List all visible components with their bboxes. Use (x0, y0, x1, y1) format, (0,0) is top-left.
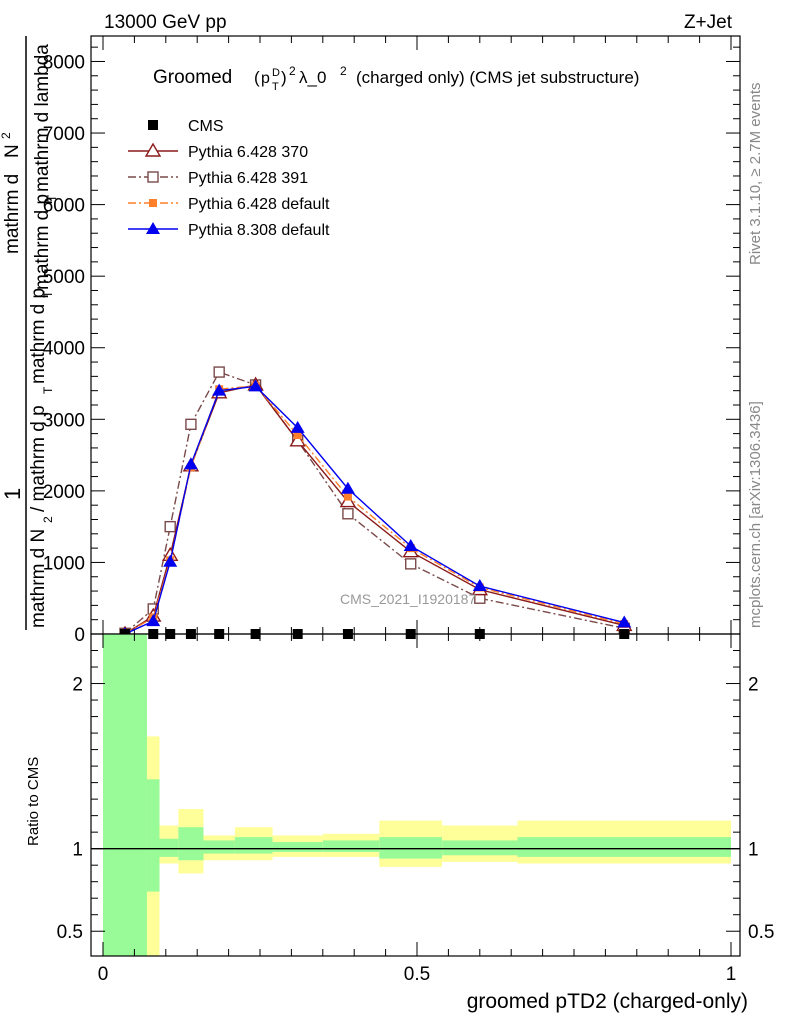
ytick-label: 7000 (43, 124, 85, 145)
ratio-ytick-label: 1 (72, 840, 83, 861)
point-p6def (293, 431, 302, 440)
legend-marker (149, 199, 157, 207)
ylabel-den-c: / mathrm d p (28, 405, 49, 512)
point-p8def (183, 457, 198, 470)
point-p370 (339, 493, 357, 508)
ratio-ytick-label-right: 1 (748, 840, 759, 861)
mcplots-label: mcplots.cern.ch [arXiv:1306.3436] (747, 401, 764, 628)
legend-marker (144, 142, 162, 157)
legend-marker (147, 171, 159, 183)
ytick-label: 5000 (43, 267, 85, 288)
ratio-frame (90, 633, 741, 957)
plot-title: Groomed ( p D T ) 2 λ_0 2 (charged only)… (153, 64, 639, 93)
point-p8def (617, 615, 632, 628)
band-inner-0 (103, 634, 147, 956)
title-paren-open: ( (254, 68, 260, 87)
point-p8def (472, 579, 487, 592)
ylabel-num-f: mathrm d lambda (32, 44, 53, 192)
ratio-panel: 0 0.5 1 0.5 0.5 1 1 2 2 (57, 633, 774, 985)
title-part-f: λ_0 (299, 68, 326, 87)
ytick-label: 3000 (43, 410, 85, 431)
ytick-label: 0 (74, 625, 85, 646)
point-p6def (343, 492, 352, 501)
point-p8def (212, 383, 227, 396)
title-part-e: 2 (289, 64, 296, 78)
main-panel: 0 1000 2000 3000 4000 5000 6000 7000 8000 CMS Pyth… (43, 35, 741, 646)
point-p370 (289, 432, 306, 447)
legend-marker (146, 222, 160, 234)
band-inner-6 (272, 842, 323, 852)
ylabel-den-d: T (41, 386, 55, 394)
legend-label: Pythia 6.428 default (188, 196, 330, 213)
title-paren-close: ) (281, 68, 287, 87)
ylabel-den-a: mathrm d N (28, 529, 49, 628)
ylabel-num-d: mathrm d p (32, 194, 53, 290)
ylabel-den-e: mathrm d p (28, 288, 49, 384)
title-part-b: p (261, 70, 270, 87)
ylabel-num-c: 2 (0, 132, 13, 139)
ytick-label: 2000 (43, 482, 85, 503)
band-inner-8 (379, 837, 443, 859)
title-part-h: (charged only) (CMS jet substructure) (356, 68, 639, 87)
point-p8def (403, 538, 418, 551)
ytick-label: 6000 (43, 196, 85, 217)
title-part-d: T (272, 81, 279, 93)
title-part-a: Groomed (153, 67, 232, 88)
band-inner-3 (178, 827, 204, 861)
main-ylabel: 1 mathrm d N 2 mathrm d p T mathrm d lam… (0, 36, 59, 630)
title-part-c: D (272, 67, 280, 79)
ylabel-num-b: N (2, 144, 23, 158)
band-inner-10 (517, 837, 731, 857)
header-left: 13000 GeV pp (104, 12, 227, 33)
ratio-ytick-label-right: 2 (748, 675, 759, 696)
point-p391 (164, 520, 176, 533)
ylabel-num-e: T (45, 194, 59, 202)
point-p8def (290, 420, 305, 433)
ratio-ytick-label: 0.5 (57, 922, 83, 943)
ytick-label: 1000 (43, 553, 85, 574)
legend-label: CMS (188, 118, 224, 135)
xtick-label: 0 (98, 964, 109, 985)
point-p8def (163, 554, 178, 567)
ylabel-den-f: T (41, 290, 55, 298)
series-p8def (117, 379, 632, 639)
legend-label: Pythia 8.308 default (188, 222, 330, 239)
point-p391 (213, 366, 225, 378)
ratio-ylabel: Ratio to CMS (25, 757, 42, 846)
legend-label: Pythia 6.428 391 (188, 170, 308, 187)
point-p8def (146, 614, 161, 627)
band-inner-5 (234, 837, 273, 854)
ylabel-one: 1 (0, 488, 25, 500)
analysis-watermark: CMS_2021_I1920187 (340, 591, 476, 607)
legend-label: Pythia 6.428 370 (188, 144, 308, 161)
band-inner-7 (322, 840, 380, 852)
xtick-label: 0.5 (404, 964, 430, 985)
rivet-label: Rivet 3.1.10, ≥ 2.7M events (747, 83, 764, 266)
point-p8def (340, 481, 355, 494)
point-p391 (342, 508, 354, 520)
ratio-ytick-label-right: 0.5 (748, 922, 774, 943)
title-part-g: 2 (340, 64, 347, 78)
legend: CMS Pythia 6.428 370 Pythia 6.428 391 Pythi… (128, 118, 330, 239)
ylabel-num-a: mathrm d (2, 174, 23, 254)
ylabel-den-b: 2 (41, 516, 55, 523)
ratio-bands (103, 634, 731, 956)
point-p8def (248, 379, 263, 392)
xtick-label: 1 (726, 964, 737, 985)
point-p391 (185, 418, 197, 431)
band-inner-2 (159, 838, 179, 857)
point-p391 (405, 558, 417, 570)
legend-marker (148, 120, 158, 130)
ytick-label: 4000 (43, 339, 85, 360)
xlabel: groomed pTD2 (charged-only) (467, 990, 748, 1013)
band-inner-9 (442, 840, 518, 856)
ytick-label: 8000 (43, 52, 85, 73)
band-inner-1 (146, 779, 160, 892)
header-right: Z+Jet (684, 12, 733, 33)
ratio-ytick-label: 2 (72, 675, 83, 696)
band-inner-4 (203, 840, 235, 854)
